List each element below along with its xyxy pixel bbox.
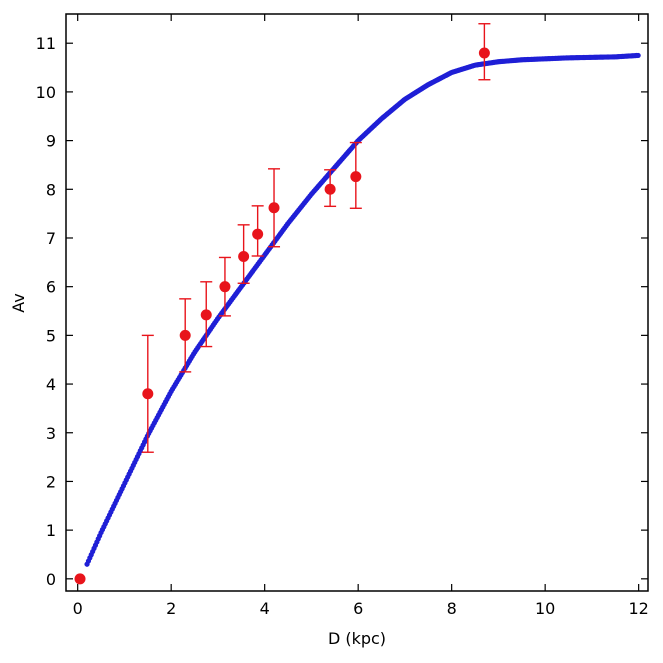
plot-frame	[65, 13, 649, 592]
y-tick-label: 2	[46, 472, 56, 491]
x-tick-label: 10	[535, 599, 555, 618]
y-tick-label: 3	[46, 424, 56, 443]
model-curve	[84, 52, 641, 567]
error-bars	[141, 23, 491, 453]
y-tick-label: 5	[46, 326, 56, 345]
observed-points	[74, 47, 490, 585]
y-tick-label: 1	[46, 521, 56, 540]
observed-point	[74, 573, 86, 585]
x-tick-label: 8	[447, 599, 457, 618]
x-tick-label: 4	[260, 599, 270, 618]
y-tick-label: 8	[46, 180, 56, 199]
observed-point	[200, 309, 212, 321]
x-tick-label: 0	[73, 599, 83, 618]
y-tick-label: 10	[36, 83, 56, 102]
y-tick-label: 9	[46, 132, 56, 151]
observed-point	[219, 281, 231, 293]
observed-point	[350, 171, 362, 183]
x-tick-label: 6	[353, 599, 363, 618]
observed-point	[238, 250, 250, 262]
observed-point	[179, 329, 191, 341]
observed-point	[478, 47, 490, 59]
y-tick-label: 11	[36, 34, 56, 53]
y-tick-label: 7	[46, 229, 56, 248]
observed-point	[324, 183, 336, 195]
observed-point	[252, 228, 264, 240]
axis-ticks	[66, 14, 648, 591]
y-tick-label: 6	[46, 278, 56, 297]
x-tick-label: 12	[628, 599, 648, 618]
x-axis-label: D (kpc)	[328, 629, 386, 648]
x-tick-label: 2	[166, 599, 176, 618]
y-tick-label: 0	[46, 570, 56, 589]
y-axis-label: Av	[9, 293, 28, 312]
observed-point	[268, 202, 280, 214]
observed-point	[142, 388, 154, 400]
model-point	[635, 52, 641, 59]
y-tick-label: 4	[46, 375, 56, 394]
